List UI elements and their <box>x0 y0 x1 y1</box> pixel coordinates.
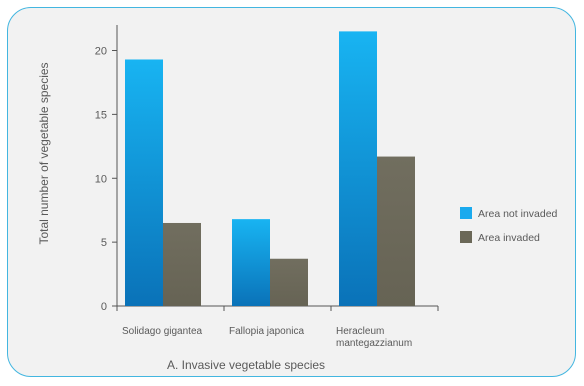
y-tick-label: 10 <box>95 173 107 185</box>
bar-area-not-invaded <box>232 219 270 306</box>
legend-swatch <box>460 231 472 243</box>
legend-label: Area not invaded <box>478 208 558 220</box>
bar-area-invaded <box>163 222 201 306</box>
x-axis-label: A. Invasive vegetable species <box>167 358 325 372</box>
x-tick-label: Heracleum mantegazzianum <box>336 326 412 349</box>
bar-area-invaded <box>377 156 415 306</box>
y-tick-label: 20 <box>95 46 107 58</box>
legend-swatch <box>460 207 472 219</box>
y-tick-label: 0 <box>101 301 107 313</box>
x-tick-label: Fallopia japonica <box>229 326 304 337</box>
bar-chart: 0 5 10 15 20 Solidago gigantea Fallopia japon… <box>37 25 558 372</box>
y-tick-label: 5 <box>101 237 107 249</box>
chart-frame: 0 5 10 15 20 Solidago gigantea Fallopia japon… <box>7 7 576 377</box>
y-axis-label: Total number of vegetable species <box>37 62 51 244</box>
bar-area-invaded <box>270 258 308 306</box>
bar-area-not-invaded <box>125 59 163 307</box>
legend-label: Area invaded <box>478 232 540 244</box>
x-tick-label: Solidago gigantea <box>122 326 203 337</box>
bar-area-not-invaded <box>339 31 377 307</box>
y-tick-label: 15 <box>95 109 107 121</box>
